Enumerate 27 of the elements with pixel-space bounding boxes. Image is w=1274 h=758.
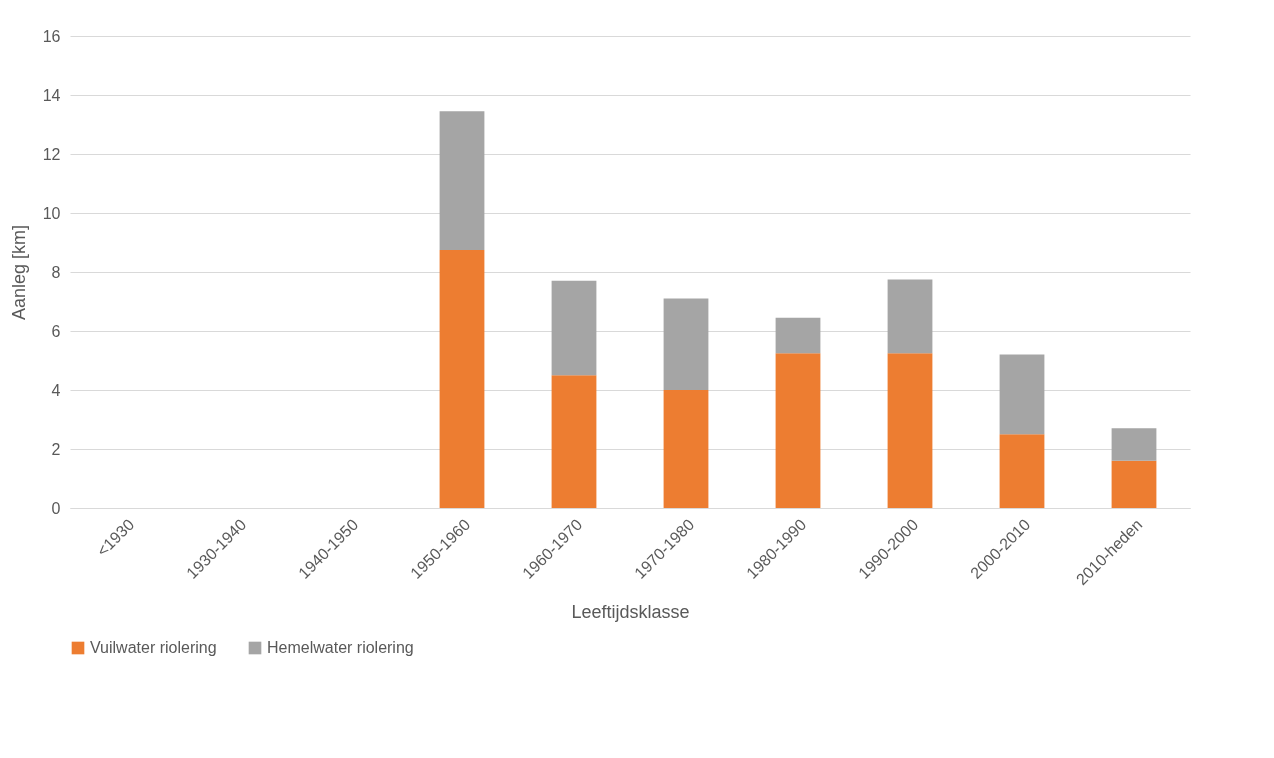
y-axis-title: Aanleg [km] — [8, 224, 29, 321]
bar — [999, 434, 1045, 508]
y-tick-label: 14 — [42, 86, 61, 104]
x-axis-title: Leeftijdsklasse — [571, 602, 690, 623]
bar — [439, 249, 485, 508]
y-tick-label: 16 — [42, 27, 61, 45]
y-tick-label: 12 — [42, 145, 61, 163]
bar — [551, 375, 597, 508]
bar — [551, 280, 597, 376]
y-tick-label: 0 — [51, 499, 61, 517]
y-tick-label: 4 — [51, 381, 61, 399]
bar — [439, 111, 485, 250]
bar — [887, 353, 933, 508]
bar — [999, 354, 1045, 435]
bar — [663, 298, 709, 390]
bar — [775, 353, 821, 508]
bar — [1111, 460, 1157, 508]
bar — [663, 390, 709, 508]
legend-label: Hemelwater riolering — [267, 639, 414, 656]
y-tick-label: 2 — [51, 440, 61, 458]
legend-label: Vuilwater riolering — [90, 639, 217, 656]
bar — [775, 317, 821, 354]
y-tick-label: 8 — [51, 263, 61, 281]
bar — [1111, 428, 1157, 461]
bar — [887, 279, 933, 354]
y-tick-label: 6 — [51, 322, 61, 340]
y-tick-label: 10 — [42, 204, 61, 222]
